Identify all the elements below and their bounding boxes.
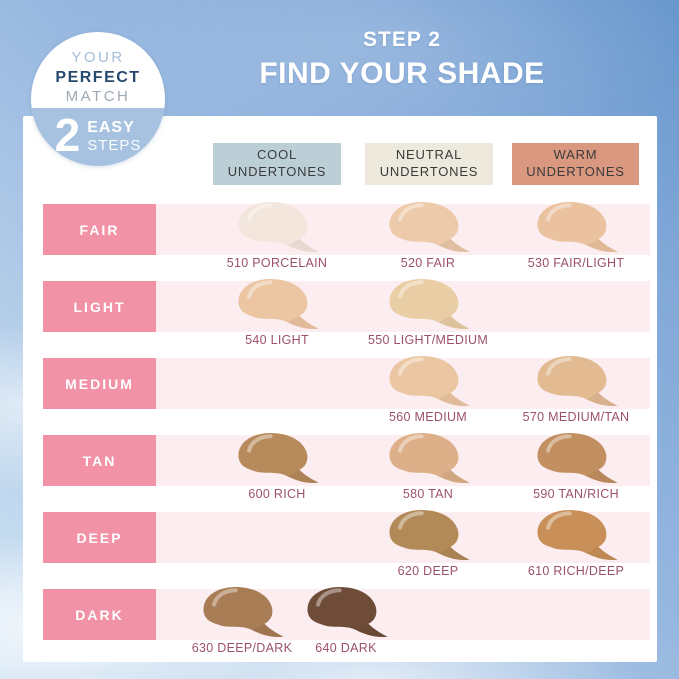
- shade-560-medium: 560 MEDIUM: [353, 352, 503, 424]
- row-label-fair: FAIR: [43, 204, 156, 255]
- badge-step-count: 2: [54, 109, 81, 161]
- shade-600-rich: 600 RICH: [202, 429, 352, 501]
- row-label-tan: TAN: [43, 435, 156, 486]
- badge-bottom-section: 2 EASY STEPS: [31, 108, 165, 166]
- row-label-medium: MEDIUM: [43, 358, 156, 409]
- column-header-warm: WARM UNDERTONES: [512, 143, 639, 185]
- column-header-warm-line2: UNDERTONES: [526, 164, 625, 179]
- shade-label: 590 TAN/RICH: [533, 487, 619, 501]
- swatch-smudge-icon: [305, 585, 390, 639]
- shade-590-tan-rich: 590 TAN/RICH: [501, 429, 651, 501]
- swatch-smudge-icon: [535, 200, 620, 254]
- shade-label: 580 TAN: [402, 487, 454, 501]
- shade-540-light: 540 LIGHT: [202, 275, 352, 347]
- swatch-smudge-icon: [387, 354, 472, 408]
- headline: FIND YOUR SHADE: [259, 57, 545, 90]
- shade-label: 540 LIGHT: [245, 333, 309, 347]
- column-header-neutral-line2: UNDERTONES: [379, 164, 479, 179]
- shade-label: 550 LIGHT/MEDIUM: [367, 333, 489, 347]
- column-header-neutral-line1: NEUTRAL: [395, 147, 463, 163]
- shade-640-dark: 640 DARK: [271, 583, 421, 655]
- shade-570-medium-tan: 570 MEDIUM/TAN: [501, 352, 651, 424]
- perfect-match-badge: YOUR PERFECT MATCH 2 EASY STEPS: [31, 32, 165, 166]
- swatch-smudge-icon: [535, 431, 620, 485]
- shade-520-fair: 520 FAIR: [353, 198, 503, 270]
- shade-630-deep-dark: 630 DEEP/DARK: [167, 583, 317, 655]
- swatch-smudge-icon: [535, 354, 620, 408]
- column-header-neutral: NEUTRAL UNDERTONES: [365, 143, 493, 185]
- shade-label: 640 DARK: [315, 641, 377, 655]
- page-title: STEP 2 FIND YOUR SHADE: [125, 28, 679, 91]
- row-label-fair-text: FAIR: [79, 221, 120, 238]
- shade-label: 510 PORCELAIN: [226, 256, 328, 270]
- swatch-smudge-icon: [387, 508, 472, 562]
- column-header-cool: COOL UNDERTONES: [213, 143, 341, 185]
- row-label-light-text: LIGHT: [73, 298, 126, 315]
- row-label-dark-text: DARK: [75, 606, 124, 623]
- badge-top-text: YOUR PERFECT MATCH: [31, 32, 165, 107]
- swatch-smudge-icon: [387, 200, 472, 254]
- row-label-deep-text: DEEP: [76, 529, 123, 546]
- shade-label: 610 RICH/DEEP: [527, 564, 625, 578]
- shade-label: 600 RICH: [248, 487, 306, 501]
- shade-620-deep: 620 DEEP: [353, 506, 503, 578]
- swatch-smudge-icon: [236, 277, 321, 331]
- column-header-cool-line2: UNDERTONES: [227, 164, 327, 179]
- row-label-light: LIGHT: [43, 281, 156, 332]
- row-label-tan-text: TAN: [82, 452, 117, 469]
- shade-label: 560 MEDIUM: [388, 410, 468, 424]
- shade-580-tan: 580 TAN: [353, 429, 503, 501]
- swatch-smudge-icon: [387, 277, 472, 331]
- column-header-cool-line1: COOL: [256, 147, 298, 163]
- row-label-deep: DEEP: [43, 512, 156, 563]
- shade-530-fair-light: 530 FAIR/LIGHT: [501, 198, 651, 270]
- shade-510-porcelain: 510 PORCELAIN: [202, 198, 352, 270]
- shade-label: 570 MEDIUM/TAN: [522, 410, 630, 424]
- column-header-warm-line1: WARM: [553, 147, 598, 163]
- swatch-smudge-icon: [236, 200, 321, 254]
- badge-your-label: YOUR: [71, 49, 125, 66]
- shade-610-rich-deep: 610 RICH/DEEP: [501, 506, 651, 578]
- row-label-dark: DARK: [43, 589, 156, 640]
- swatch-smudge-icon: [387, 431, 472, 485]
- badge-match-label: MATCH: [65, 87, 131, 105]
- badge-perfect-label: PERFECT: [55, 68, 141, 86]
- badge-steps-label: STEPS: [87, 137, 142, 155]
- shade-label: 520 FAIR: [400, 256, 456, 270]
- shade-label: 620 DEEP: [397, 564, 459, 578]
- badge-easy-label: EASY: [87, 119, 135, 136]
- shade-label: 630 DEEP/DARK: [191, 641, 293, 655]
- swatch-smudge-icon: [236, 431, 321, 485]
- step-label: STEP 2: [363, 28, 441, 51]
- shade-550-light-medium: 550 LIGHT/MEDIUM: [353, 275, 503, 347]
- swatch-smudge-icon: [535, 508, 620, 562]
- badge-steps-text: EASY STEPS: [87, 114, 141, 155]
- row-label-medium-text: MEDIUM: [65, 375, 134, 392]
- shade-label: 530 FAIR/LIGHT: [527, 256, 625, 270]
